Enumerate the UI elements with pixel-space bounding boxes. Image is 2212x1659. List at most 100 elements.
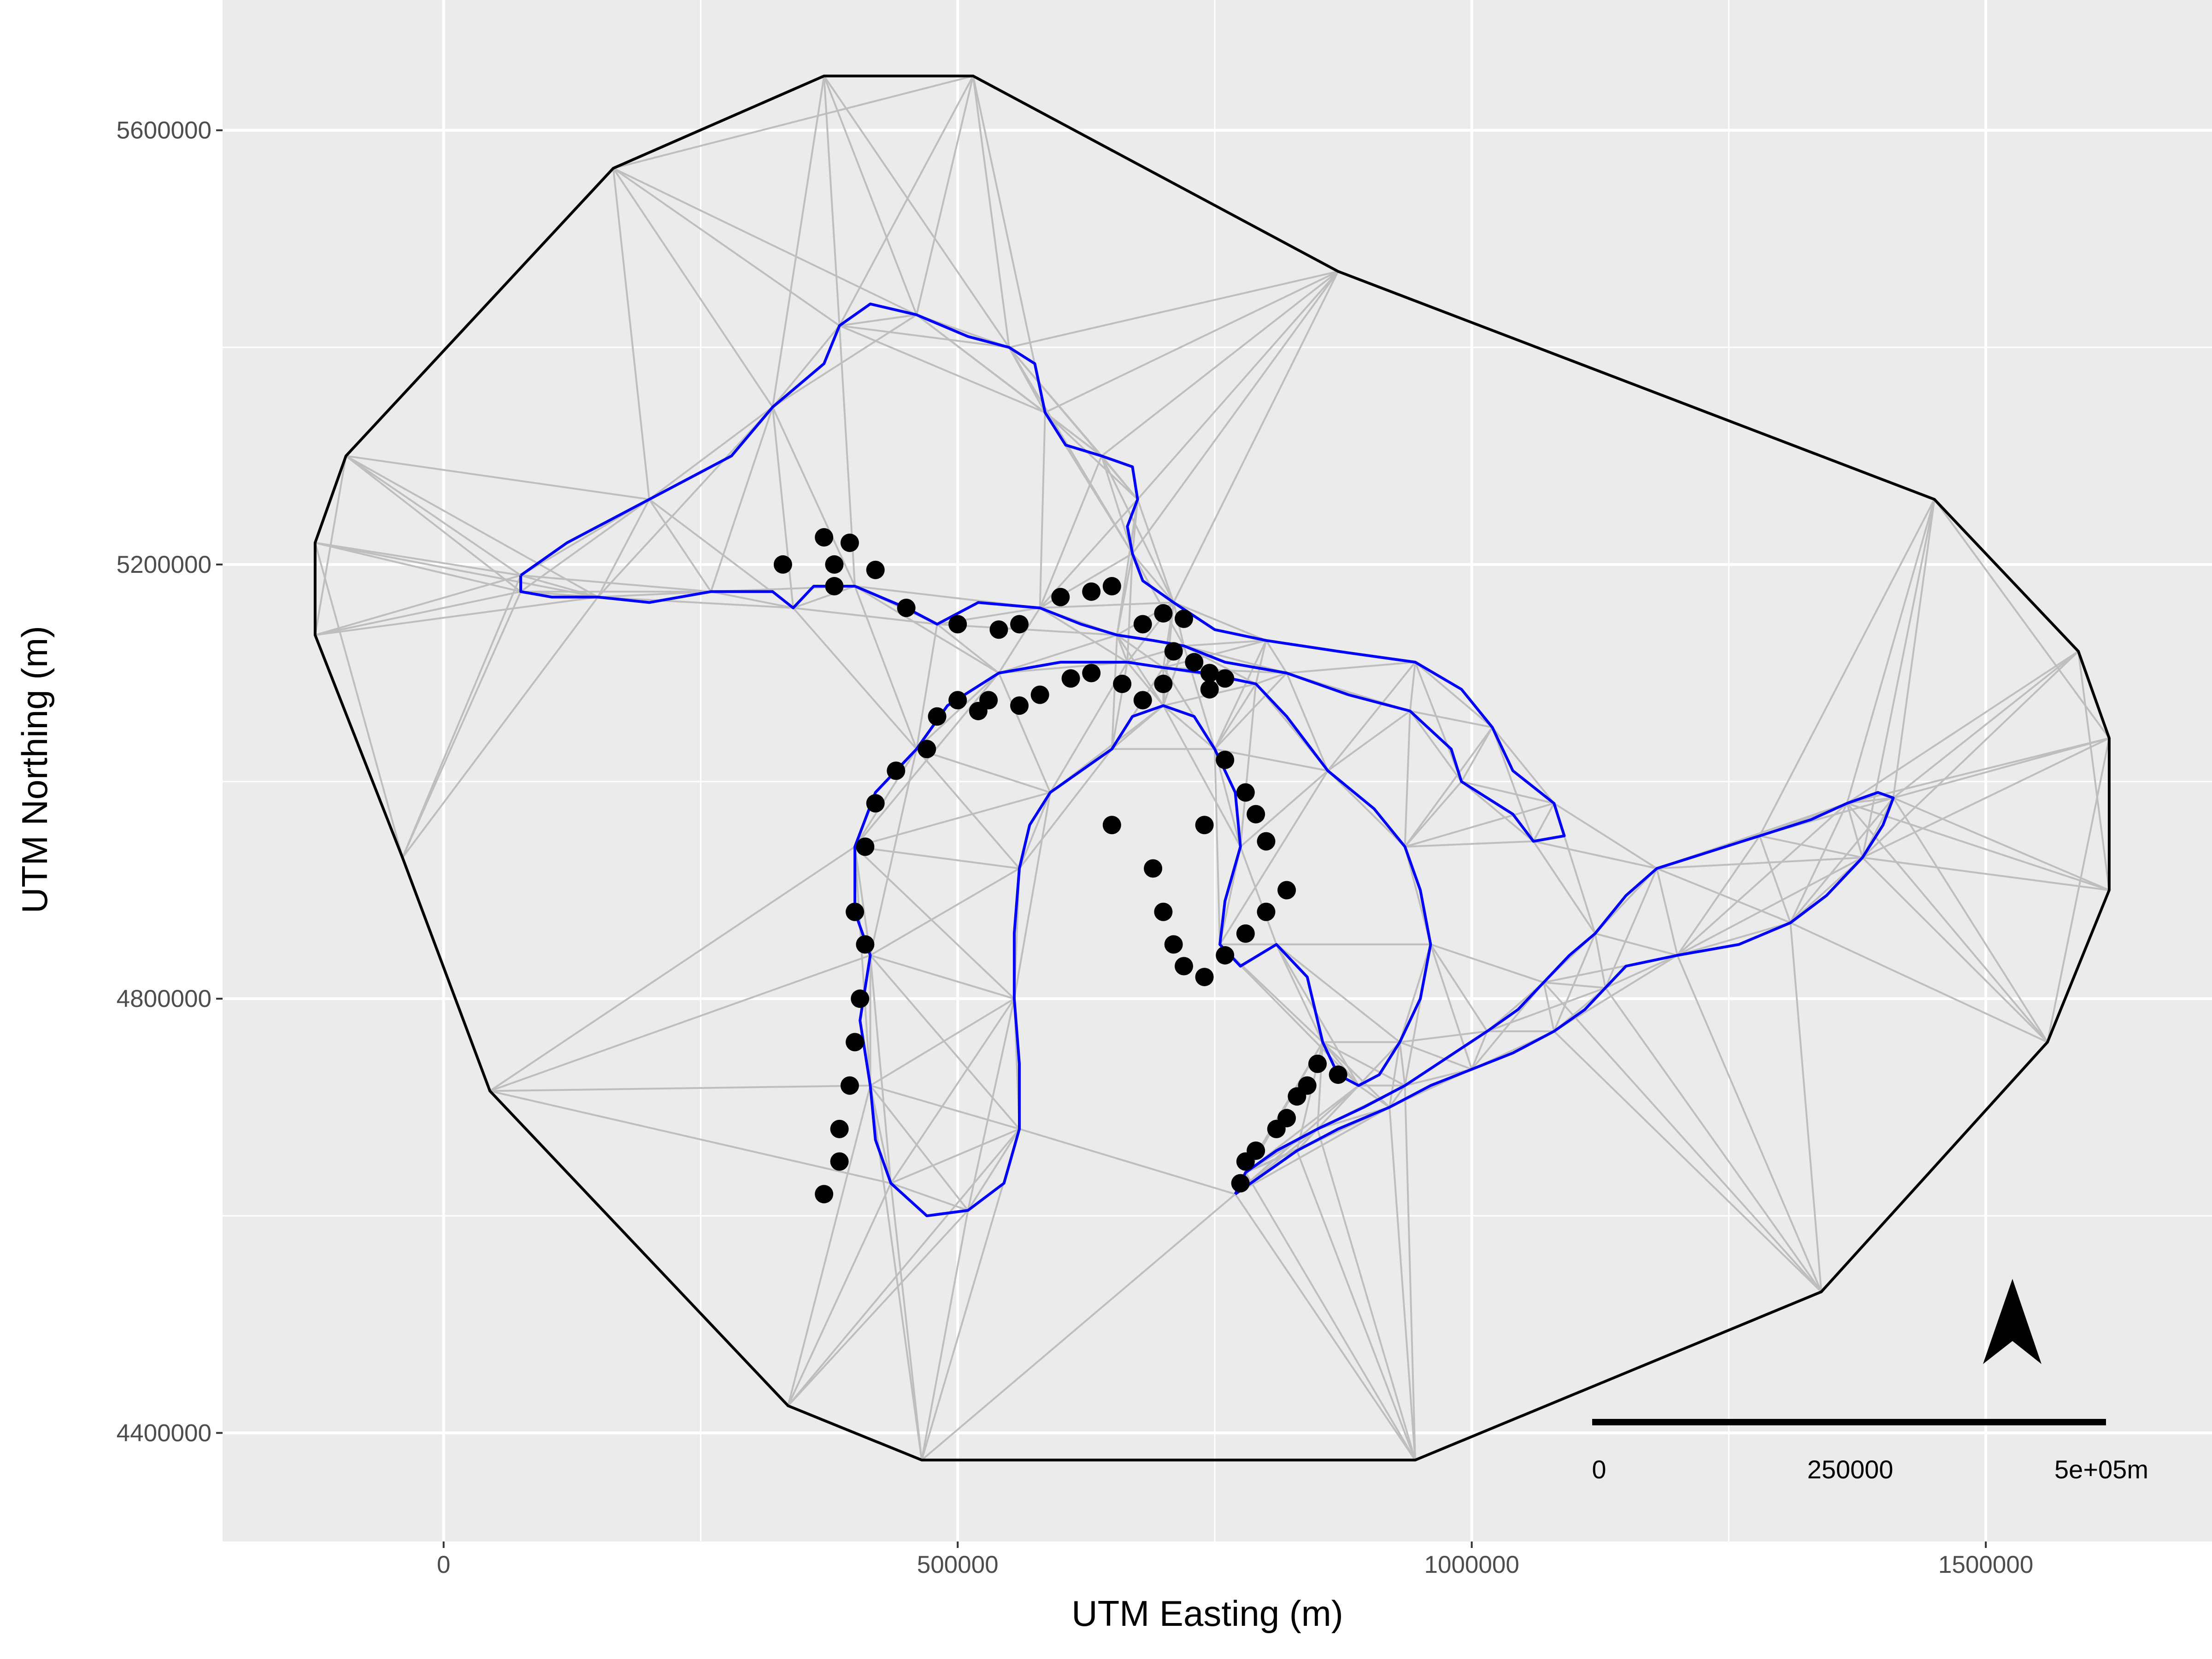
mesh-edge — [1657, 856, 1863, 870]
mesh-edge — [1533, 840, 1657, 870]
mesh-edge — [1656, 868, 1678, 956]
mesh-edge — [1656, 867, 1791, 924]
sample-point — [1216, 669, 1235, 688]
mesh-edge — [1100, 455, 1139, 500]
mesh-edge — [315, 541, 598, 598]
plot-panel — [223, 0, 2212, 1541]
mesh-edge — [1214, 683, 1257, 750]
mesh-edge — [869, 748, 918, 956]
sample-point — [887, 761, 906, 780]
mesh-edge — [1245, 1172, 1416, 1461]
sample-point — [1195, 816, 1214, 835]
mesh-edge — [1409, 662, 1416, 712]
mesh-edge — [1131, 553, 1185, 647]
mesh-edge — [1404, 1085, 1416, 1460]
mesh-edge — [315, 590, 521, 636]
mesh-edge — [1789, 797, 1894, 924]
mesh-edge — [1111, 635, 1118, 749]
sample-point — [1061, 669, 1080, 688]
mesh-edge — [489, 846, 856, 1092]
mesh-edge — [401, 596, 599, 859]
mesh-edge — [1677, 802, 1848, 956]
mesh-edge — [1388, 1042, 1401, 1108]
mesh-edge — [1388, 1085, 1406, 1108]
mesh-edge — [1409, 710, 1462, 782]
mesh-edge — [936, 623, 1000, 674]
mesh-edge — [1790, 922, 2048, 1043]
sample-point — [851, 989, 870, 1008]
scale-bar-label-end: 5e+05m — [2054, 1455, 2148, 1484]
sample-points — [773, 528, 1347, 1204]
mesh-edge — [1430, 944, 1473, 1070]
mesh-edge — [2047, 738, 2110, 1042]
mesh-edge — [1487, 987, 1606, 1032]
mesh-edge — [1214, 672, 1288, 750]
mesh-edge — [870, 867, 1020, 956]
sample-point — [1174, 609, 1193, 628]
sample-point — [840, 533, 859, 552]
sample-point — [928, 707, 947, 726]
mesh-edge — [921, 1210, 969, 1460]
sample-point — [1051, 588, 1070, 606]
mesh-edge — [1100, 455, 1134, 554]
scale-bar-label-0: 0 — [1592, 1455, 1606, 1484]
sample-point — [1082, 582, 1101, 601]
mesh-edge — [1136, 499, 1175, 603]
mesh-edge — [490, 1084, 871, 1092]
mesh-edge — [1846, 650, 2079, 804]
mesh-edge — [1255, 640, 1267, 684]
mesh-edge — [1039, 607, 1128, 663]
sample-point — [1082, 664, 1101, 682]
mesh-edge — [1116, 635, 1129, 663]
mesh-edge — [1322, 1041, 1359, 1086]
mesh-edge — [1399, 1042, 1406, 1086]
mesh-edge — [1265, 640, 1288, 674]
mesh-edge — [1862, 650, 2079, 859]
sample-point — [1329, 1065, 1347, 1084]
mesh-edge — [1400, 1030, 1488, 1043]
sample-point — [1247, 805, 1265, 824]
mesh-edge — [597, 406, 774, 598]
mesh-edge — [1861, 499, 1936, 858]
mesh-edge — [597, 499, 650, 598]
mesh-edge — [1461, 781, 1534, 842]
mesh-edge — [1677, 922, 1791, 956]
mesh-edge — [1358, 1041, 1400, 1087]
north-arrow-icon — [1983, 1279, 2041, 1364]
mesh-edge — [613, 75, 974, 170]
mesh-edge — [869, 955, 892, 1183]
sample-point — [969, 701, 988, 720]
mesh-edge — [1286, 661, 1416, 674]
sample-point — [1133, 615, 1152, 634]
sample-point — [830, 1119, 849, 1138]
sample-point — [846, 902, 865, 921]
sample-point — [1133, 691, 1152, 710]
mesh-edge — [520, 498, 650, 593]
mesh-edge — [998, 607, 1041, 674]
sample-point — [866, 560, 885, 579]
sample-point — [1236, 783, 1255, 802]
sample-point — [1277, 1109, 1296, 1128]
mesh-edge — [1862, 857, 2048, 1043]
sample-point — [897, 599, 916, 618]
sample-point — [1154, 902, 1173, 921]
sample-point — [1231, 1174, 1250, 1193]
sample-point — [918, 740, 936, 759]
mesh-edge — [1116, 634, 1165, 706]
mesh-edge — [787, 1210, 969, 1406]
mesh-edge — [998, 634, 1118, 674]
mesh-edge — [823, 76, 841, 326]
mesh-edge — [711, 590, 794, 609]
grid-lines — [223, 0, 2212, 1541]
mesh-edge — [1892, 499, 1936, 798]
sample-point — [1144, 859, 1163, 878]
mesh-edge — [1532, 841, 1596, 934]
mesh-edge — [1013, 792, 1051, 999]
mesh-edge — [1101, 271, 1339, 457]
mesh-edge — [1183, 645, 1257, 685]
mesh-edge — [1213, 749, 1221, 945]
mesh-edge — [890, 1182, 969, 1212]
scale-bar-line — [1592, 1419, 2106, 1425]
sample-point — [866, 794, 885, 813]
sample-point — [1010, 696, 1029, 715]
